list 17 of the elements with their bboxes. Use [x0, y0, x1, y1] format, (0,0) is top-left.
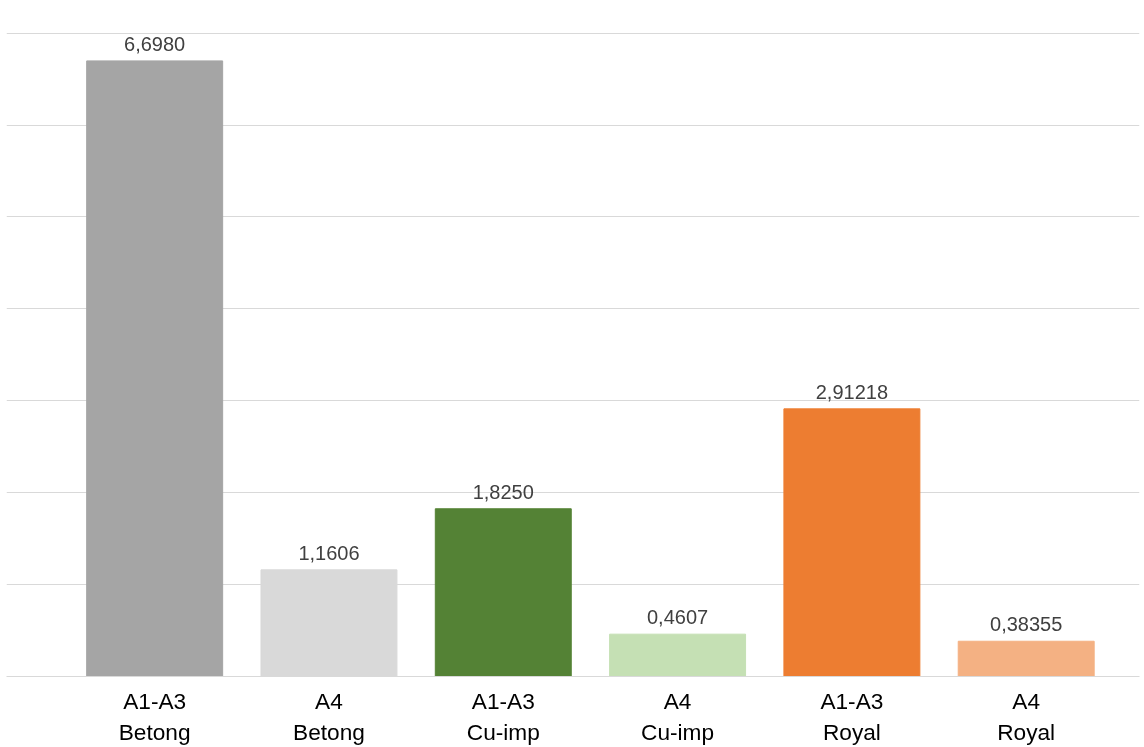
x-tick-label: A4 Royal [997, 687, 1056, 745]
x-tick-label: A4 Cu-imp [641, 687, 715, 745]
x-tick-label: A1-A3 Betong [118, 687, 191, 745]
bar [609, 633, 747, 677]
data-label: 1,8250 [472, 480, 534, 503]
bar [957, 640, 1095, 677]
data-label: 0,4607 [647, 606, 709, 629]
data-label: 0,38355 [990, 613, 1063, 636]
data-label: 2,91218 [815, 380, 889, 403]
data-label: 1,1606 [298, 541, 360, 564]
bar [434, 508, 572, 677]
x-tick-label: A1-A3 Royal [820, 687, 884, 745]
bar [86, 60, 224, 677]
x-tick-label: A4 Betong [293, 687, 365, 745]
x-tick-label: A1-A3 Cu-imp [466, 687, 540, 745]
data-label: 6,6980 [124, 32, 186, 55]
bar [783, 408, 921, 677]
